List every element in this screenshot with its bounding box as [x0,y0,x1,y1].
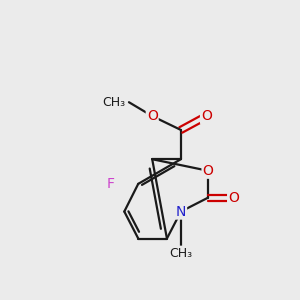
Text: N: N [176,205,186,219]
Text: O: O [201,109,212,123]
Text: CH₃: CH₃ [102,96,125,109]
Text: CH₃: CH₃ [169,247,192,260]
Text: O: O [202,164,213,178]
Text: O: O [147,109,158,123]
Text: O: O [228,191,239,205]
Text: F: F [107,177,115,191]
